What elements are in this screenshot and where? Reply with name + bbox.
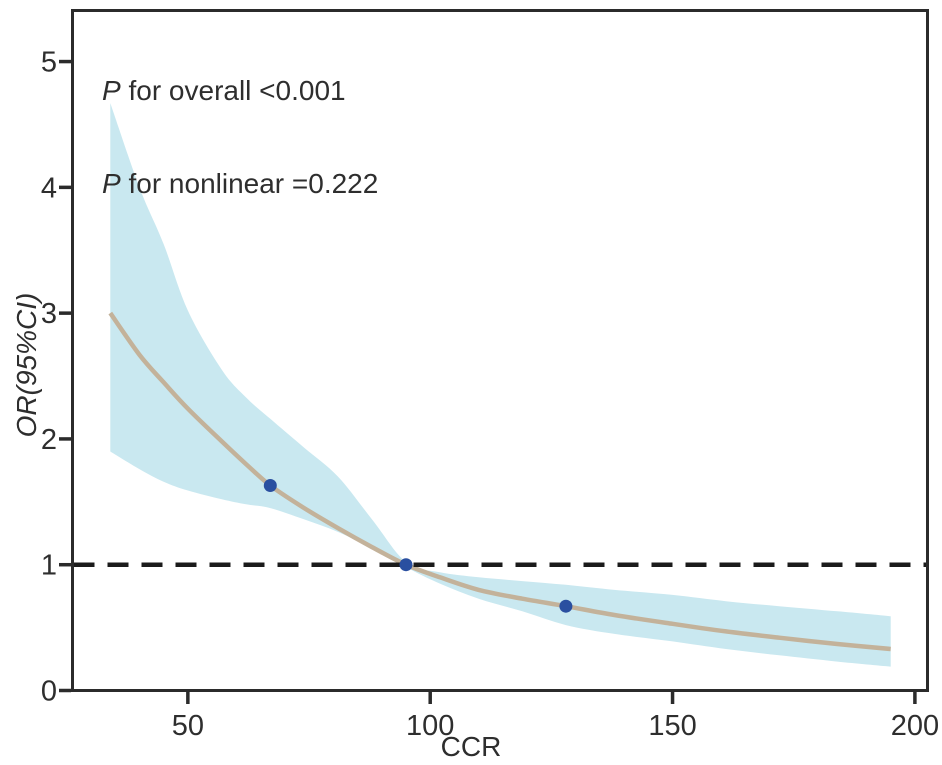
y-tick-label: 2 bbox=[41, 424, 57, 456]
x-tick-label: 150 bbox=[648, 710, 696, 742]
y-tick-label: 4 bbox=[41, 172, 57, 204]
x-axis-title: CCR bbox=[440, 731, 502, 762]
y-tick-label: 1 bbox=[41, 550, 57, 582]
confidence-band bbox=[110, 103, 891, 667]
p-values-annotation: P for overall <0.001 P for nonlinear =0.… bbox=[102, 13, 378, 230]
p-overall-text: P for overall <0.001 bbox=[102, 75, 378, 106]
p-symbol: P bbox=[102, 168, 121, 199]
p-symbol: P bbox=[102, 75, 121, 106]
x-tick-label: 50 bbox=[172, 710, 204, 742]
x-tick-label: 200 bbox=[891, 710, 939, 742]
p-nonlinear-value: for nonlinear =0.222 bbox=[120, 168, 379, 199]
y-tick-label: 5 bbox=[41, 47, 57, 79]
knot-point bbox=[399, 558, 413, 572]
plot-border bbox=[71, 9, 929, 692]
y-axis-title: OR(95%CI) bbox=[11, 292, 42, 438]
p-nonlinear-text: P for nonlinear =0.222 bbox=[102, 168, 378, 199]
knot-point bbox=[263, 479, 277, 492]
p-overall-value: for overall <0.001 bbox=[120, 75, 346, 106]
y-tick-label: 3 bbox=[41, 298, 57, 330]
knot-point bbox=[559, 599, 573, 613]
x-tick-label: 100 bbox=[406, 710, 454, 742]
y-tick-label: 0 bbox=[41, 676, 57, 708]
